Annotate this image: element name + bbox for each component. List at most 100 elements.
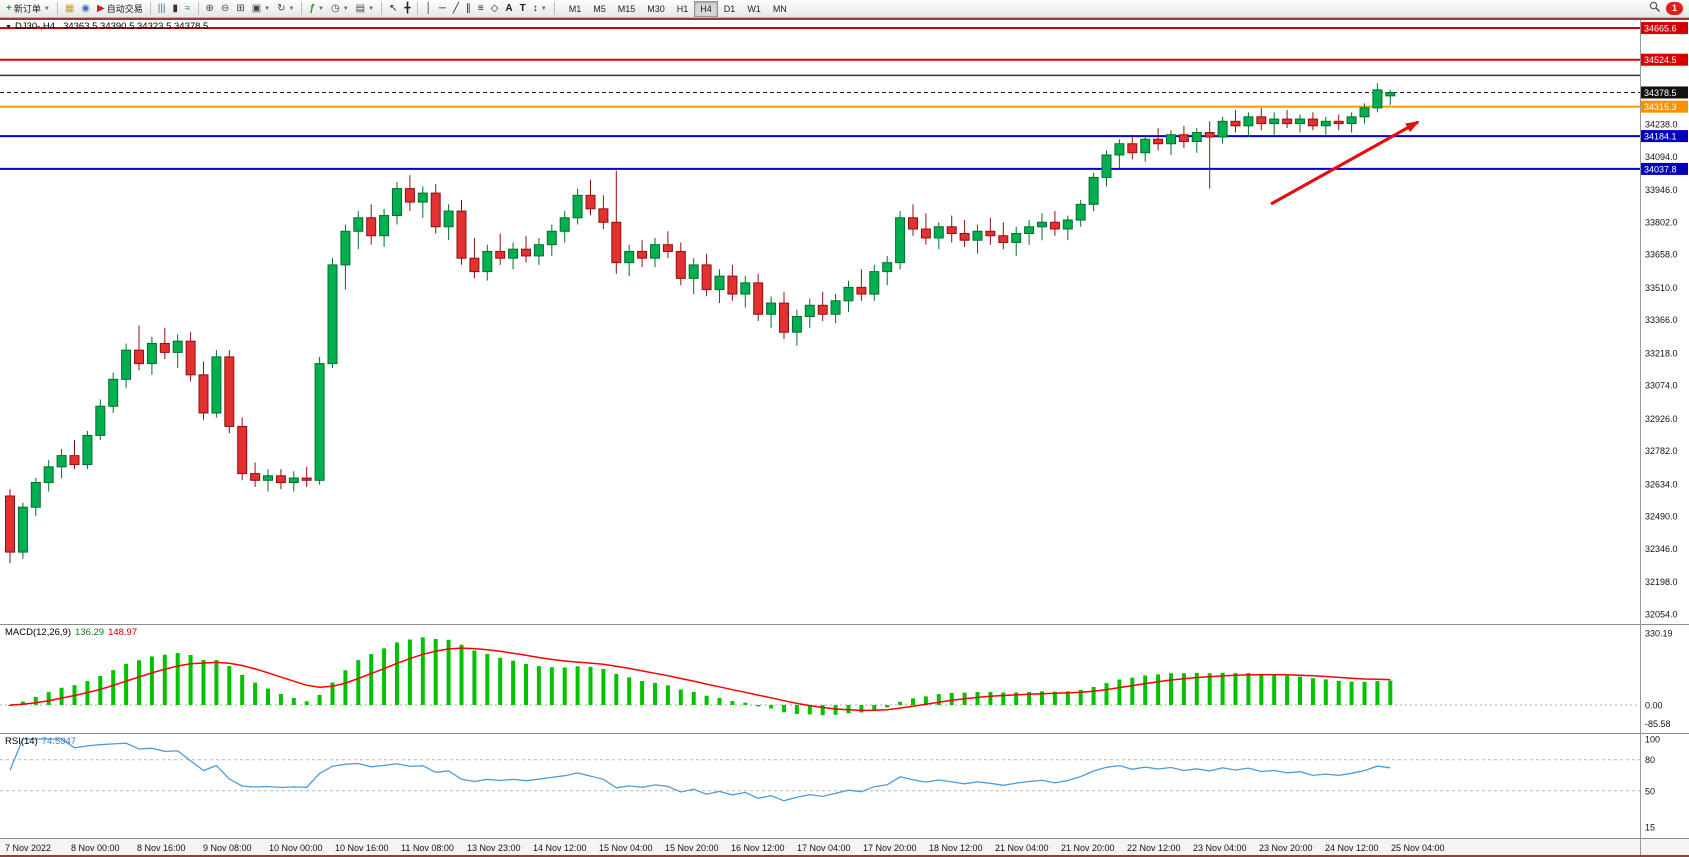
price-tag: [1641, 22, 1688, 35]
time-axis[interactable]: 7 Nov 2022 8 Nov 00:00 8 Nov 16:00 9 Nov 08…: [5, 843, 1445, 853]
template-icon: ▤: [355, 3, 366, 14]
toolbar-shapes-tool-button[interactable]: ◇: [488, 1, 502, 16]
timeframe-w1-button[interactable]: W1: [747, 3, 761, 14]
toolbar-periods-button[interactable]: ◷ ▼: [328, 1, 352, 16]
toolbar-indicators-button[interactable]: ƒ ▼: [306, 1, 327, 16]
svg-text:33366.0: 33366.0: [1645, 315, 1678, 325]
timeframe-h1-button[interactable]: H1: [676, 3, 689, 14]
toolbar-zoom-in-button[interactable]: ⊕: [203, 1, 217, 16]
svg-text:23 Nov 20:00: 23 Nov 20:00: [1259, 843, 1313, 853]
text-a-icon: A: [505, 3, 513, 14]
toolbar-crosshair-button[interactable]: ╋: [401, 1, 413, 16]
toolbar-data-window-button[interactable]: ◉: [78, 1, 93, 16]
toolbar-horizontal-line-tool-button[interactable]: ─: [436, 1, 449, 16]
text-t-icon: T: [519, 3, 526, 14]
toolbar-label-tool-button[interactable]: T: [517, 1, 529, 16]
price-tag: [1641, 100, 1688, 113]
fibo-icon: ≡: [477, 3, 484, 14]
toolbar-templates-button[interactable]: ▤ ▼: [353, 1, 377, 16]
zoom-in-icon: ⊕: [205, 3, 214, 14]
toolbar-line-chart-mode-button[interactable]: ≈: [182, 1, 194, 16]
toolbar-chart-shift-button[interactable]: ↻ ▼: [274, 1, 297, 16]
timeframe-d1-button[interactable]: D1: [723, 3, 736, 14]
toolbar-zoom-out-button[interactable]: ⊖: [218, 1, 232, 16]
toolbar-left: + 新订单 ▼ ▦ ◉ ▶ 自动交易 ||| ▮ ≈ ⊕ ⊖ ⊞ ▣ ▼ ↻ ▼ ƒ ▼ ◷ ▼ ▤ ▼ ↖ ╋ │ ─ ╱ ∥ ≡ ◇ A T…: [3, 1, 558, 16]
svg-text:9 Nov 08:00: 9 Nov 08:00: [203, 843, 252, 853]
toolbar-autotrading-button[interactable]: ▶ 自动交易: [94, 1, 146, 16]
timeframe-h4-button[interactable]: H4: [694, 0, 718, 17]
toolbar-trendline-tool-button[interactable]: ╱: [450, 1, 462, 16]
toolbar-autotrading-label: 自动交易: [106, 4, 143, 14]
shift-icon: ↻: [277, 3, 286, 14]
rsi-name: RSI(14): [5, 736, 38, 747]
timeframe-m5-button[interactable]: M5: [593, 3, 606, 14]
trend-arrow[interactable]: [1270, 120, 1420, 206]
timeframe-buttons: M1 M5 M15 M30 H1 H4 D1 W1 MN: [563, 0, 793, 17]
price-tag: [1641, 130, 1688, 143]
window-border-top: [0, 18, 1689, 20]
toolbar-cursor-button[interactable]: ↖: [386, 1, 400, 16]
toolbar-vertical-line-tool-button[interactable]: │: [422, 1, 434, 16]
toolbar-market-watch-button[interactable]: ▦: [62, 1, 77, 16]
svg-text:13 Nov 23:00: 13 Nov 23:00: [467, 843, 521, 853]
toolbar-separator: [417, 2, 419, 15]
toolbar-channel-tool-button[interactable]: ∥: [463, 1, 474, 16]
svg-text:32490.0: 32490.0: [1645, 512, 1678, 522]
timeframe-m30-button[interactable]: M30: [647, 3, 665, 14]
notification-badge[interactable]: 1: [1666, 2, 1683, 15]
svg-text:33218.0: 33218.0: [1645, 348, 1678, 358]
toolbar-auto-arrange-button[interactable]: ▣ ▼: [249, 1, 273, 16]
window-border-bottom: [0, 855, 1689, 857]
svg-text:7 Nov 2022: 7 Nov 2022: [5, 843, 51, 853]
svg-text:32782.0: 32782.0: [1645, 446, 1678, 456]
toolbar-right: 1: [1649, 1, 1686, 17]
search-icon[interactable]: [1649, 1, 1661, 17]
svg-text:33946.0: 33946.0: [1645, 185, 1678, 195]
svg-text:21 Nov 04:00: 21 Nov 04:00: [995, 843, 1049, 853]
svg-text:8 Nov 16:00: 8 Nov 16:00: [137, 843, 186, 853]
toolbar-fibonacci-tool-button[interactable]: ≡: [475, 1, 487, 16]
linechart-icon: ≈: [185, 3, 191, 14]
tile-icon: ⊞: [236, 3, 245, 14]
svg-text:80: 80: [1645, 755, 1655, 765]
chart-canvas[interactable]: 34238.0 34094.0 33946.0 33802.0 33658.0 33510…: [0, 18, 1689, 857]
svg-text:34184.1: 34184.1: [1644, 132, 1677, 142]
svg-text:21 Nov 20:00: 21 Nov 20:00: [1061, 843, 1115, 853]
svg-text:100: 100: [1645, 735, 1660, 745]
svg-text:10 Nov 16:00: 10 Nov 16:00: [335, 843, 389, 853]
svg-text:33802.0: 33802.0: [1645, 217, 1678, 227]
svg-text:23 Nov 04:00: 23 Nov 04:00: [1193, 843, 1247, 853]
symbol-period-label: DJ30-,H4: [14, 21, 56, 32]
timeframe-mn-button[interactable]: MN: [772, 3, 787, 14]
ohlc-values: 34363.5 34390.5 34323.5 34378.5: [63, 21, 209, 32]
timeframe-m1-button[interactable]: M1: [568, 3, 582, 14]
toolbar-text-tool-button[interactable]: A: [502, 1, 515, 16]
toolbar-arrows-tool-button[interactable]: ↕ ▼: [530, 1, 550, 16]
rsi-value: 74.5947: [41, 736, 77, 747]
crosshair-icon: ╋: [404, 3, 411, 14]
toolbar-new-order-button[interactable]: + 新订单 ▼: [3, 1, 53, 16]
price-axis[interactable]: 34238.0 34094.0 33946.0 33802.0 33658.0 33510…: [1641, 22, 1688, 832]
svg-text:24 Nov 12:00: 24 Nov 12:00: [1325, 843, 1379, 853]
horizontal-level-lines[interactable]: [0, 27, 1640, 170]
svg-text:0.00: 0.00: [1645, 701, 1663, 711]
toolbar-tile-windows-button[interactable]: ⊞: [233, 1, 247, 16]
svg-text:34378.5: 34378.5: [1644, 88, 1677, 98]
toolbar: + 新订单 ▼ ▦ ◉ ▶ 自动交易 ||| ▮ ≈ ⊕ ⊖ ⊞ ▣ ▼ ↻ ▼ ƒ ▼ ◷ ▼ ▤ ▼ ↖ ╋ │ ─ ╱ ∥ ≡ ◇ A T…: [0, 0, 1689, 18]
collapse-icon[interactable]: ▼: [5, 24, 12, 31]
svg-text:33658.0: 33658.0: [1645, 250, 1678, 260]
candlestick-series: [5, 83, 1396, 564]
dropdown-arrow-icon: ▼: [540, 5, 547, 12]
toolbar-bar-chart-mode-button[interactable]: |||: [155, 1, 169, 16]
chart-header: ▼ DJ30-,H4 34363.5 34390.5 34323.5 34378.5: [5, 21, 208, 32]
rsi-line: [9, 738, 1391, 802]
chart-window: 34238.0 34094.0 33946.0 33802.0 33658.0 33510…: [0, 18, 1689, 857]
svg-text:32926.0: 32926.0: [1645, 414, 1678, 424]
autotrade-icon: ▶: [97, 3, 105, 14]
clock-icon: ◷: [330, 3, 340, 14]
svg-text:34315.3: 34315.3: [1644, 102, 1677, 112]
toolbar-candlestick-mode-button[interactable]: ▮: [170, 1, 182, 16]
toolbar-separator: [197, 2, 199, 15]
svg-text:33510.0: 33510.0: [1645, 283, 1678, 293]
timeframe-m15-button[interactable]: M15: [617, 3, 636, 14]
